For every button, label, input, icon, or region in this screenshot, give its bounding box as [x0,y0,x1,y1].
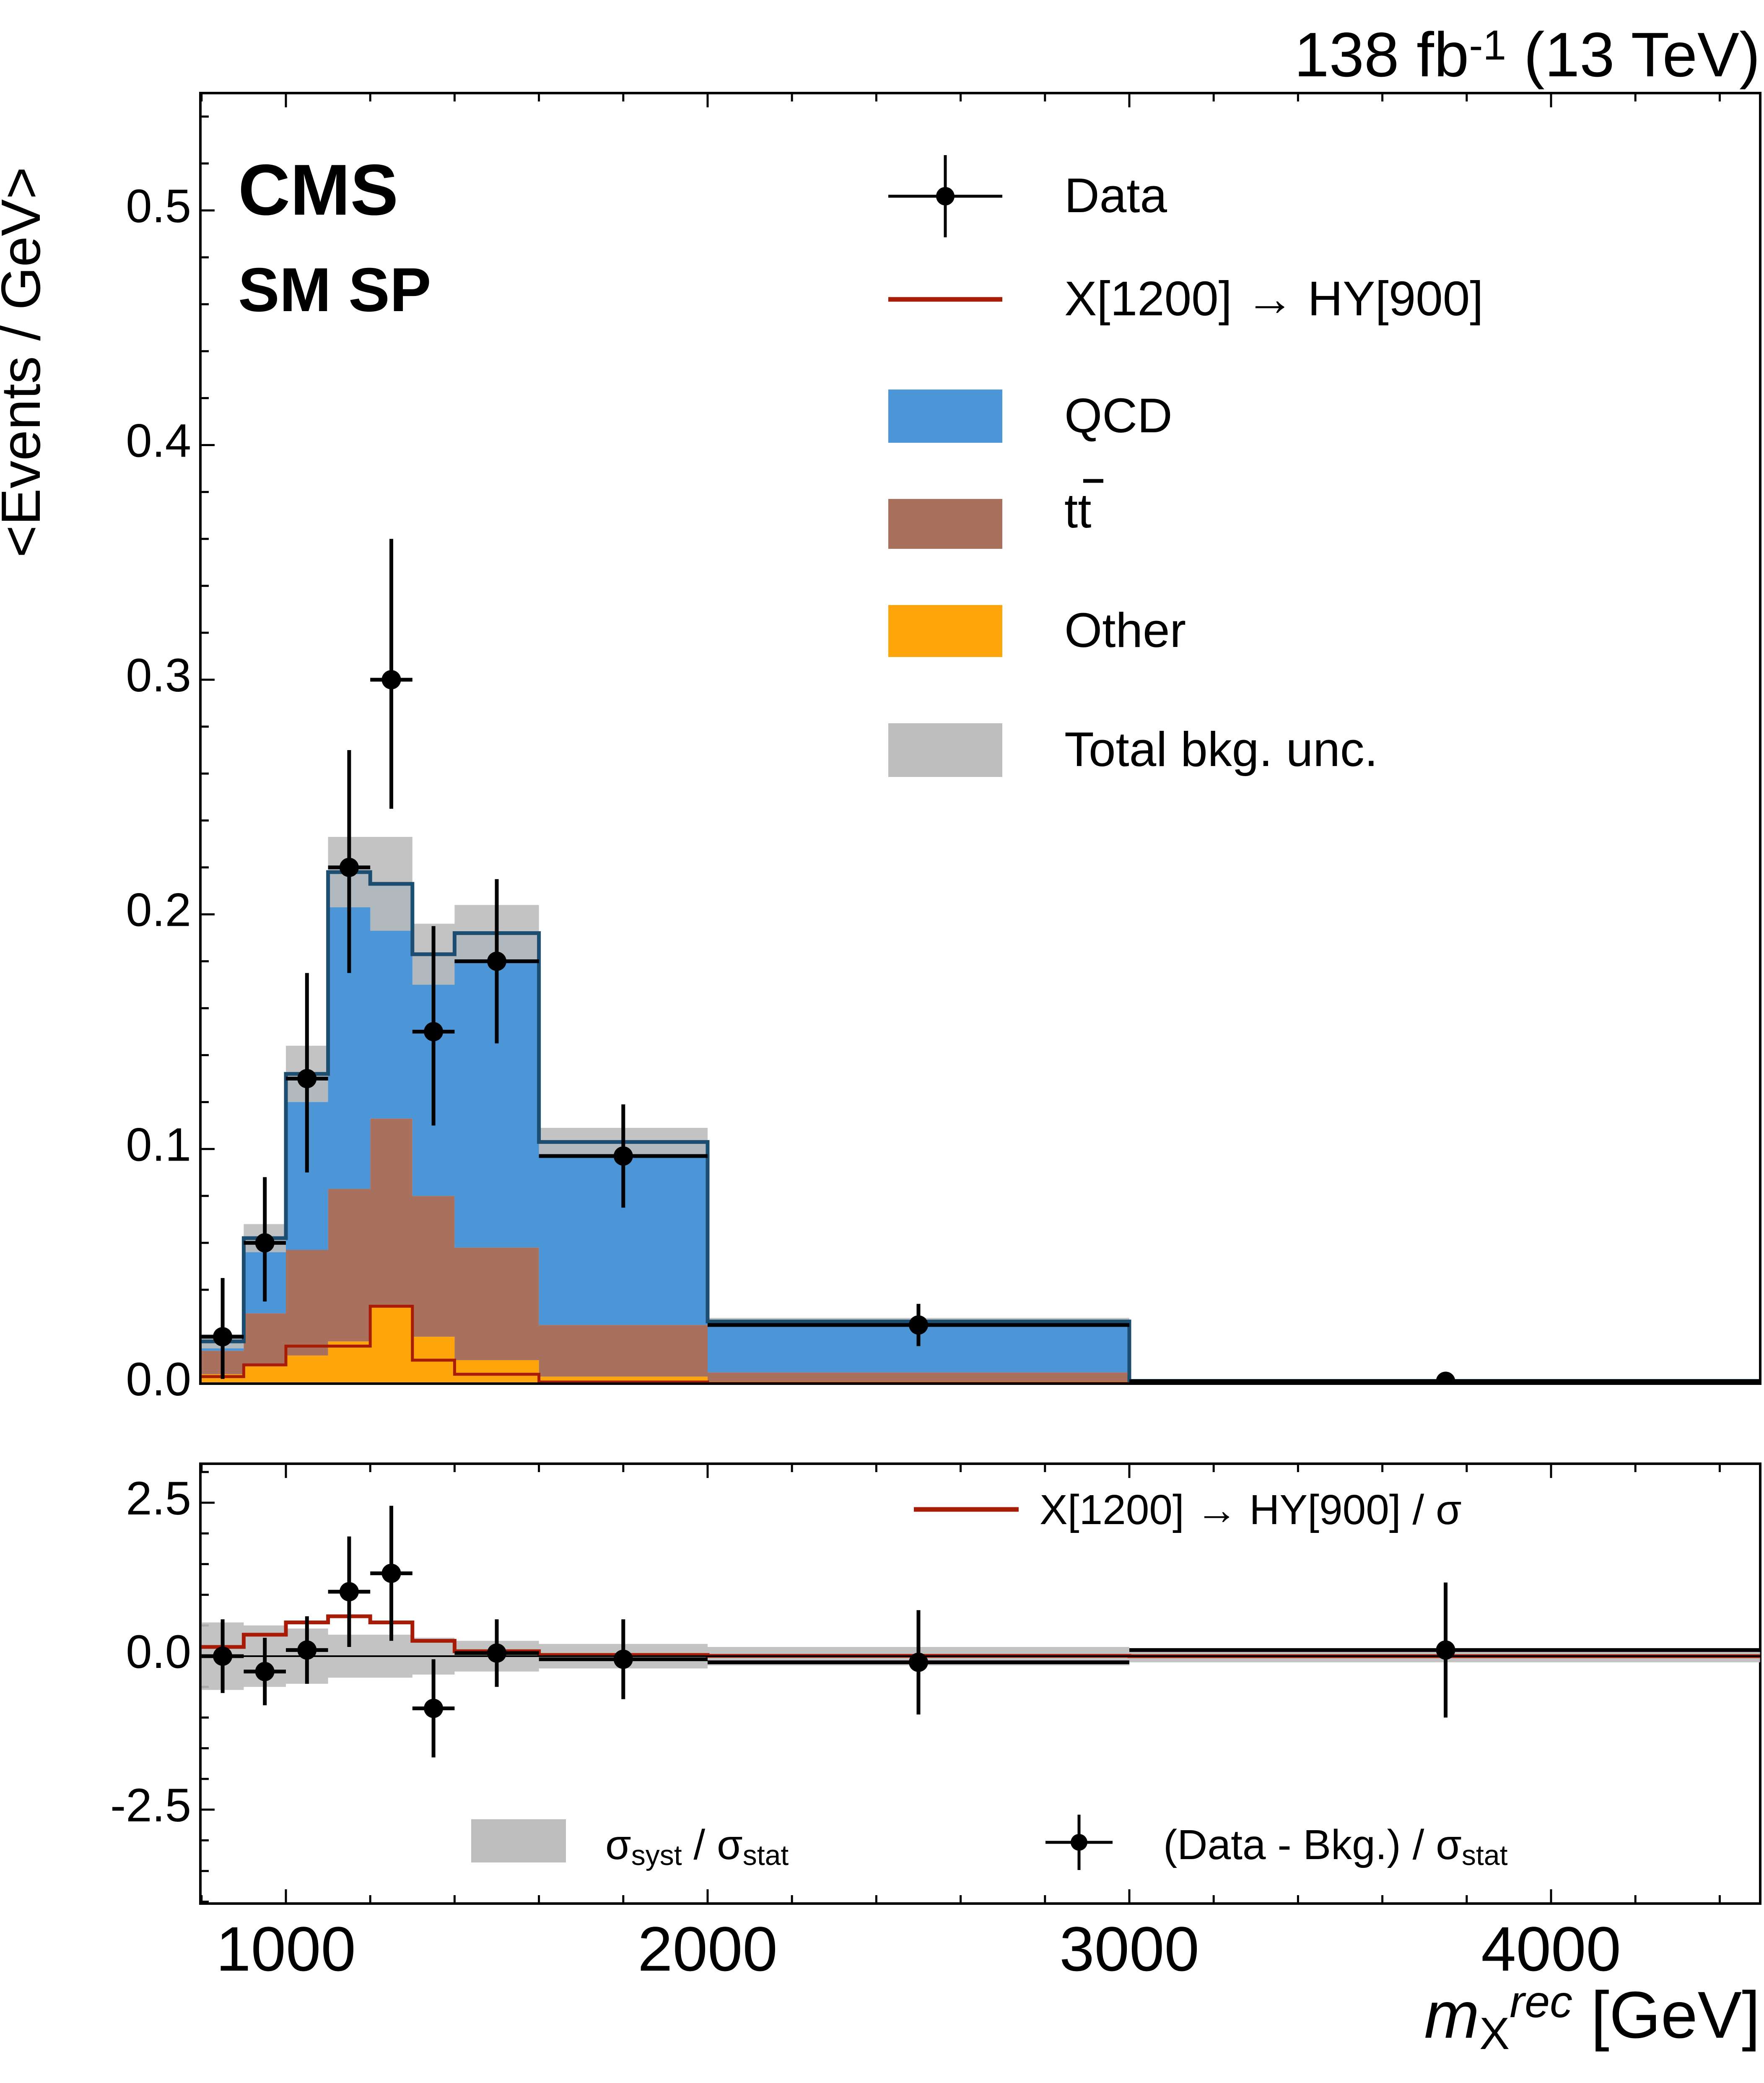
svg-text:tt: tt [1064,483,1091,538]
svg-text:SM SP: SM SP [238,255,431,325]
svg-text:2000: 2000 [638,1914,778,1984]
svg-text:(Data - Bkg.) / σstat: (Data - Bkg.) / σstat [1163,1821,1508,1871]
svg-text:<Events / GeV>: <Events / GeV> [0,167,52,558]
svg-text:0.3: 0.3 [126,649,191,701]
svg-text:0.0: 0.0 [126,1353,191,1405]
svg-text:X[1200] → HY[900] / σ: X[1200] → HY[900] / σ [1040,1486,1462,1533]
svg-text:0.4: 0.4 [126,414,191,467]
svg-text:Total bkg. unc.: Total bkg. unc. [1064,722,1378,777]
svg-text:QCD: QCD [1064,388,1173,443]
svg-text:Other: Other [1064,603,1186,657]
svg-text:0.5: 0.5 [126,180,191,232]
svg-text:X[1200] → HY[900]: X[1200] → HY[900] [1064,271,1483,326]
svg-text:138 fb-1 (13 TeV): 138 fb-1 (13 TeV) [1294,19,1760,90]
svg-text:0.1: 0.1 [126,1118,191,1171]
svg-text:mXrec [GeV]: mXrec [GeV] [1424,1976,1760,2059]
svg-text:0.2: 0.2 [126,884,191,936]
svg-text:1000: 1000 [216,1914,356,1984]
svg-text:4000: 4000 [1481,1914,1621,1984]
svg-text:Data: Data [1064,168,1167,223]
svg-text:CMS: CMS [238,150,398,230]
svg-text:0.0: 0.0 [126,1626,191,1678]
svg-text:-2.5: -2.5 [110,1779,191,1831]
svg-text:2.5: 2.5 [126,1472,191,1525]
svg-text:3000: 3000 [1059,1914,1199,1984]
